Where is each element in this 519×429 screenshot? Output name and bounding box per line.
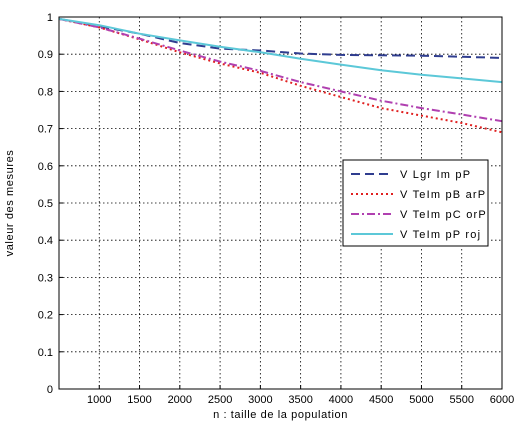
y-axis-label: valeur des mesures [4, 150, 16, 257]
y-tick-label: 1 [47, 12, 53, 24]
legend-entry-1: V Lgr Im pP [400, 169, 471, 181]
x-tick-label: 4000 [329, 394, 353, 406]
x-tick-label: 2000 [168, 394, 192, 406]
series-lines [58, 17, 503, 134]
x-tick-label: 5000 [409, 394, 433, 406]
y-tick-label: 0.9 [38, 49, 53, 61]
x-axis-label: n : taille de la population [213, 409, 348, 421]
series-line-1 [58, 17, 503, 59]
x-tick-label: 6000 [490, 394, 514, 406]
y-tick-label: 0.7 [38, 124, 53, 136]
x-tick-label: 3500 [288, 394, 312, 406]
y-tick-label: 0.3 [38, 272, 53, 284]
y-tick-label: 0.8 [38, 86, 53, 98]
x-tick-label: 2500 [208, 394, 232, 406]
series-line-3 [58, 17, 503, 123]
y-tick-label: 0.6 [38, 161, 53, 173]
legend-entry-3: V TeIm pC orP [400, 209, 487, 221]
x-tick-label: 1500 [127, 394, 151, 406]
axis-ticks: 1000 1500 2000 2500 3000 3500 4000 4500 5000 5500… [38, 12, 515, 406]
legend: V Lgr Im pP V TeIm pB arP V TeIm pC orP V T… [342, 159, 489, 247]
y-tick-label: 0.1 [38, 347, 53, 359]
x-tick-label: 5500 [449, 394, 473, 406]
series-line-4 [58, 17, 503, 84]
y-tick-label: 0.2 [38, 310, 53, 322]
y-tick-label: 0.4 [38, 235, 53, 247]
x-tick-label: 3000 [248, 394, 272, 406]
y-tick-label: 0.5 [38, 198, 53, 210]
x-tick-label: 4500 [369, 394, 393, 406]
legend-entry-2: V TeIm pB arP [400, 189, 486, 201]
y-tick-label: 0 [47, 384, 53, 396]
x-tick-label: 1000 [87, 394, 111, 406]
legend-entry-4: V TeIm pP roj [400, 229, 481, 241]
